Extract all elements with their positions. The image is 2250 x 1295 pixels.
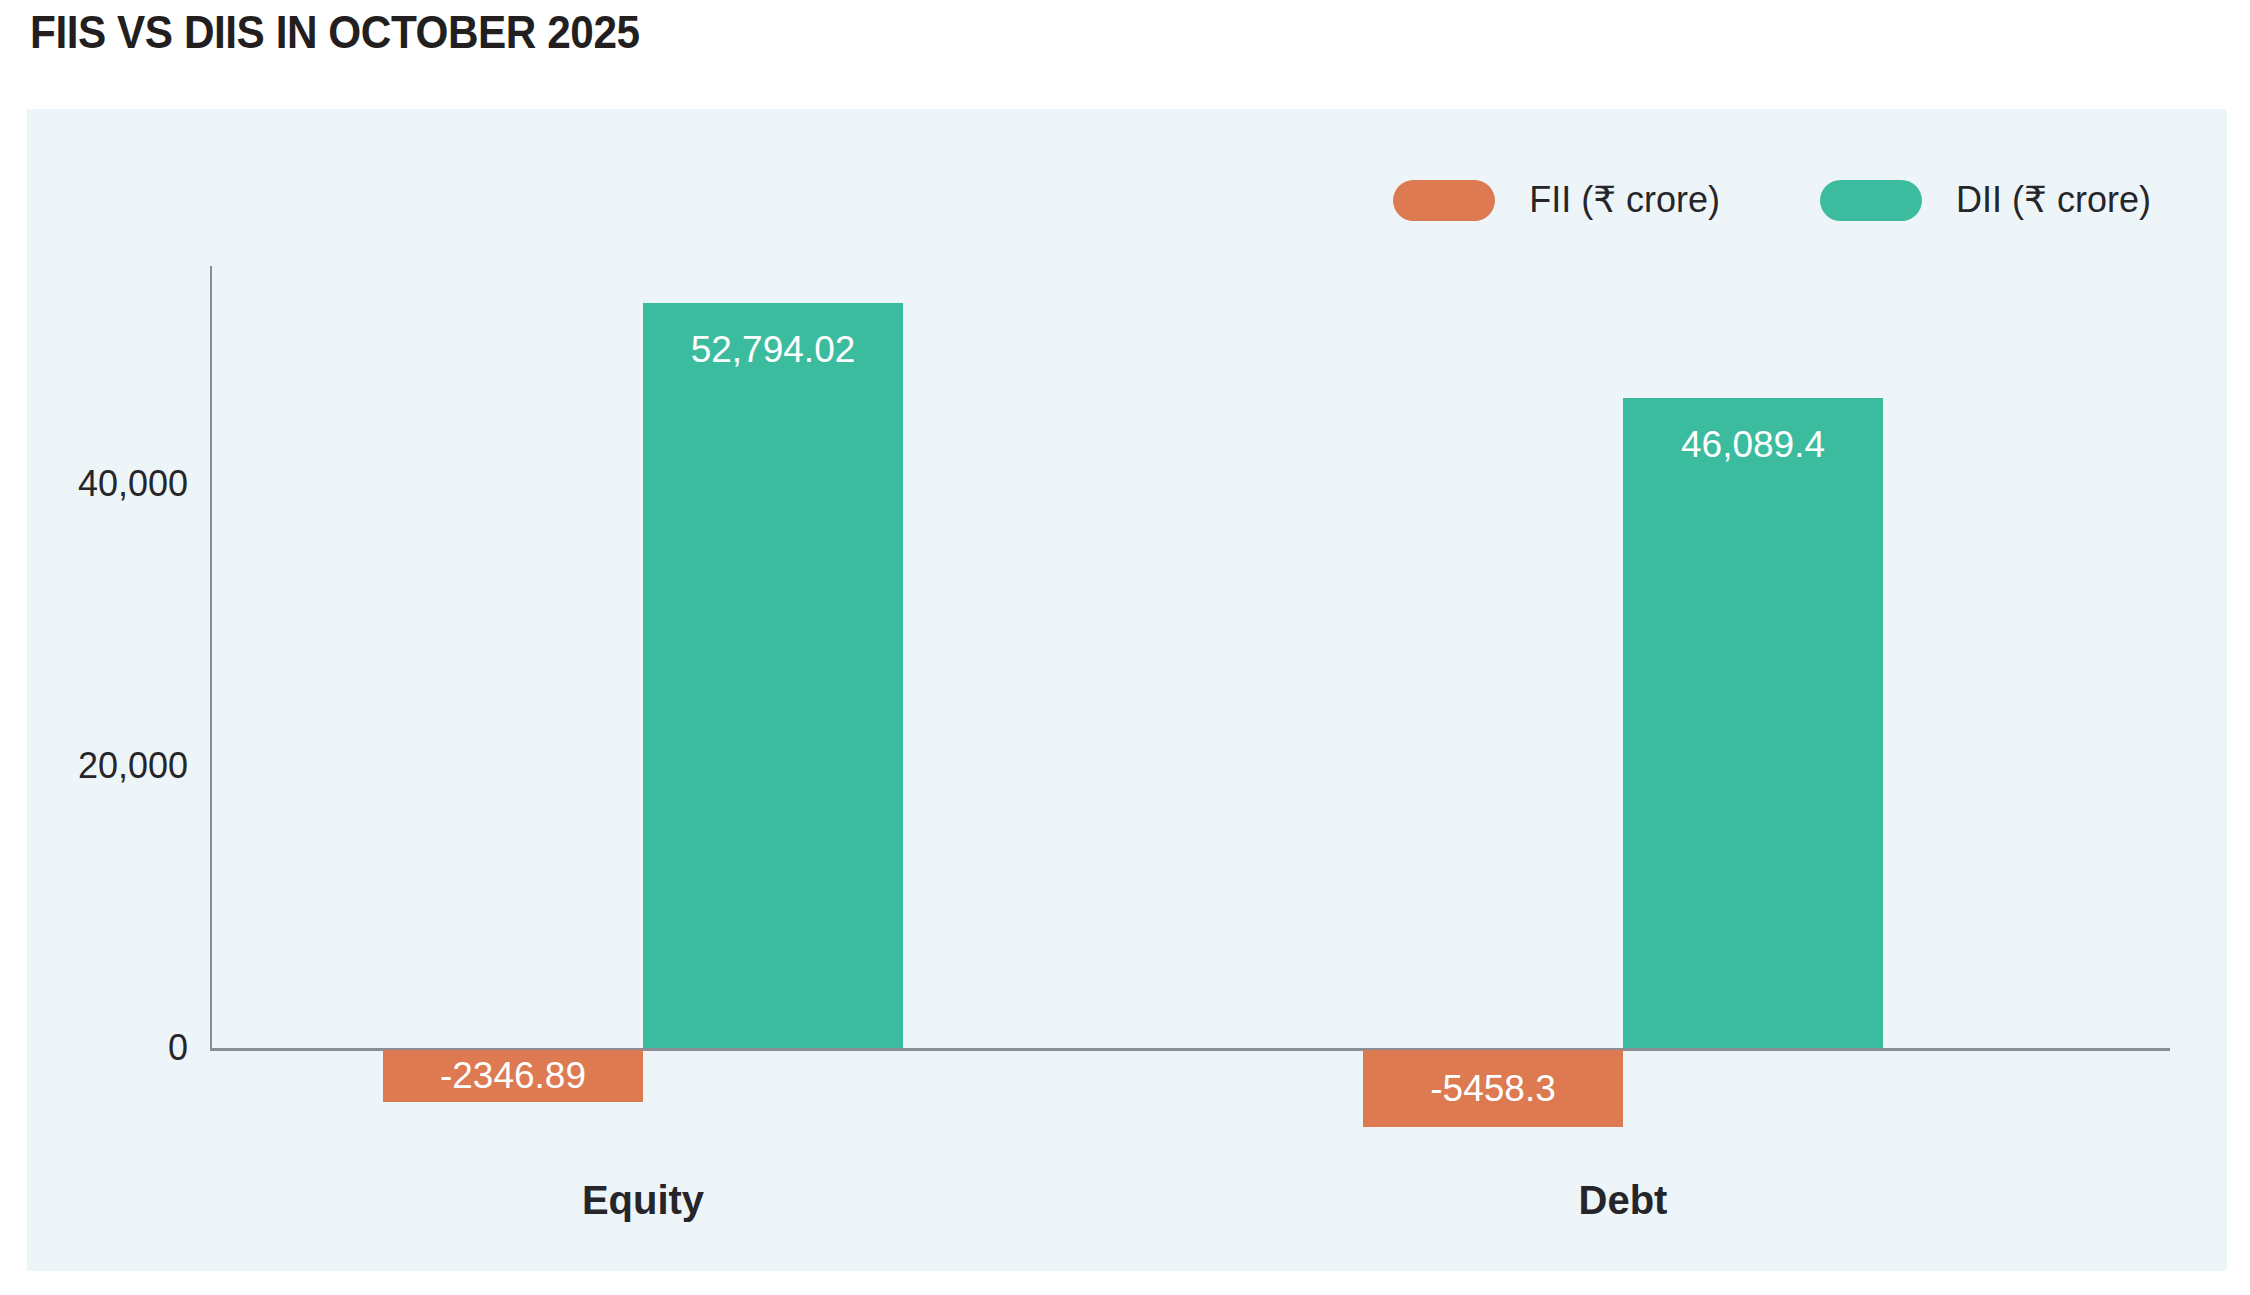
- category-label-debt: Debt: [1579, 1178, 1668, 1223]
- legend-swatch-fii: [1393, 180, 1495, 221]
- y-axis-line: [210, 266, 212, 1050]
- bar-fii-equity: -2346.89: [383, 1050, 643, 1102]
- legend-label-dii: DII (₹ crore): [1956, 179, 2151, 221]
- y-tick-label-40000: 40,000: [38, 463, 188, 505]
- bar-value-label-dii-debt: 46,089.4: [1623, 424, 1883, 466]
- bar-value-label-dii-equity: 52,794.02: [643, 329, 903, 371]
- y-tick-label-0: 0: [38, 1027, 188, 1069]
- chart-legend: FII (₹ crore) DII (₹ crore): [1393, 170, 2151, 230]
- chart-title: FIIS VS DIIS IN OCTOBER 2025: [30, 4, 640, 59]
- bar-value-label-fii-debt: -5458.3: [1363, 1050, 1623, 1127]
- y-tick-label-20000: 20,000: [38, 745, 188, 787]
- bar-dii-debt: 46,089.4: [1623, 398, 1883, 1048]
- chart-panel: FII (₹ crore) DII (₹ crore) 0 20,000 40,000…: [27, 109, 2227, 1271]
- bar-fii-debt: -5458.3: [1363, 1050, 1623, 1127]
- legend-label-fii: FII (₹ crore): [1529, 179, 1720, 221]
- legend-swatch-dii: [1820, 180, 1922, 221]
- legend-item-dii: DII (₹ crore): [1820, 179, 2151, 221]
- bar-value-label-fii-equity: -2346.89: [383, 1050, 643, 1102]
- legend-item-fii: FII (₹ crore): [1393, 179, 1720, 221]
- category-label-equity: Equity: [582, 1178, 704, 1223]
- page: FIIS VS DIIS IN OCTOBER 2025 FII (₹ cror…: [0, 0, 2250, 1295]
- bar-dii-equity: 52,794.02: [643, 303, 903, 1048]
